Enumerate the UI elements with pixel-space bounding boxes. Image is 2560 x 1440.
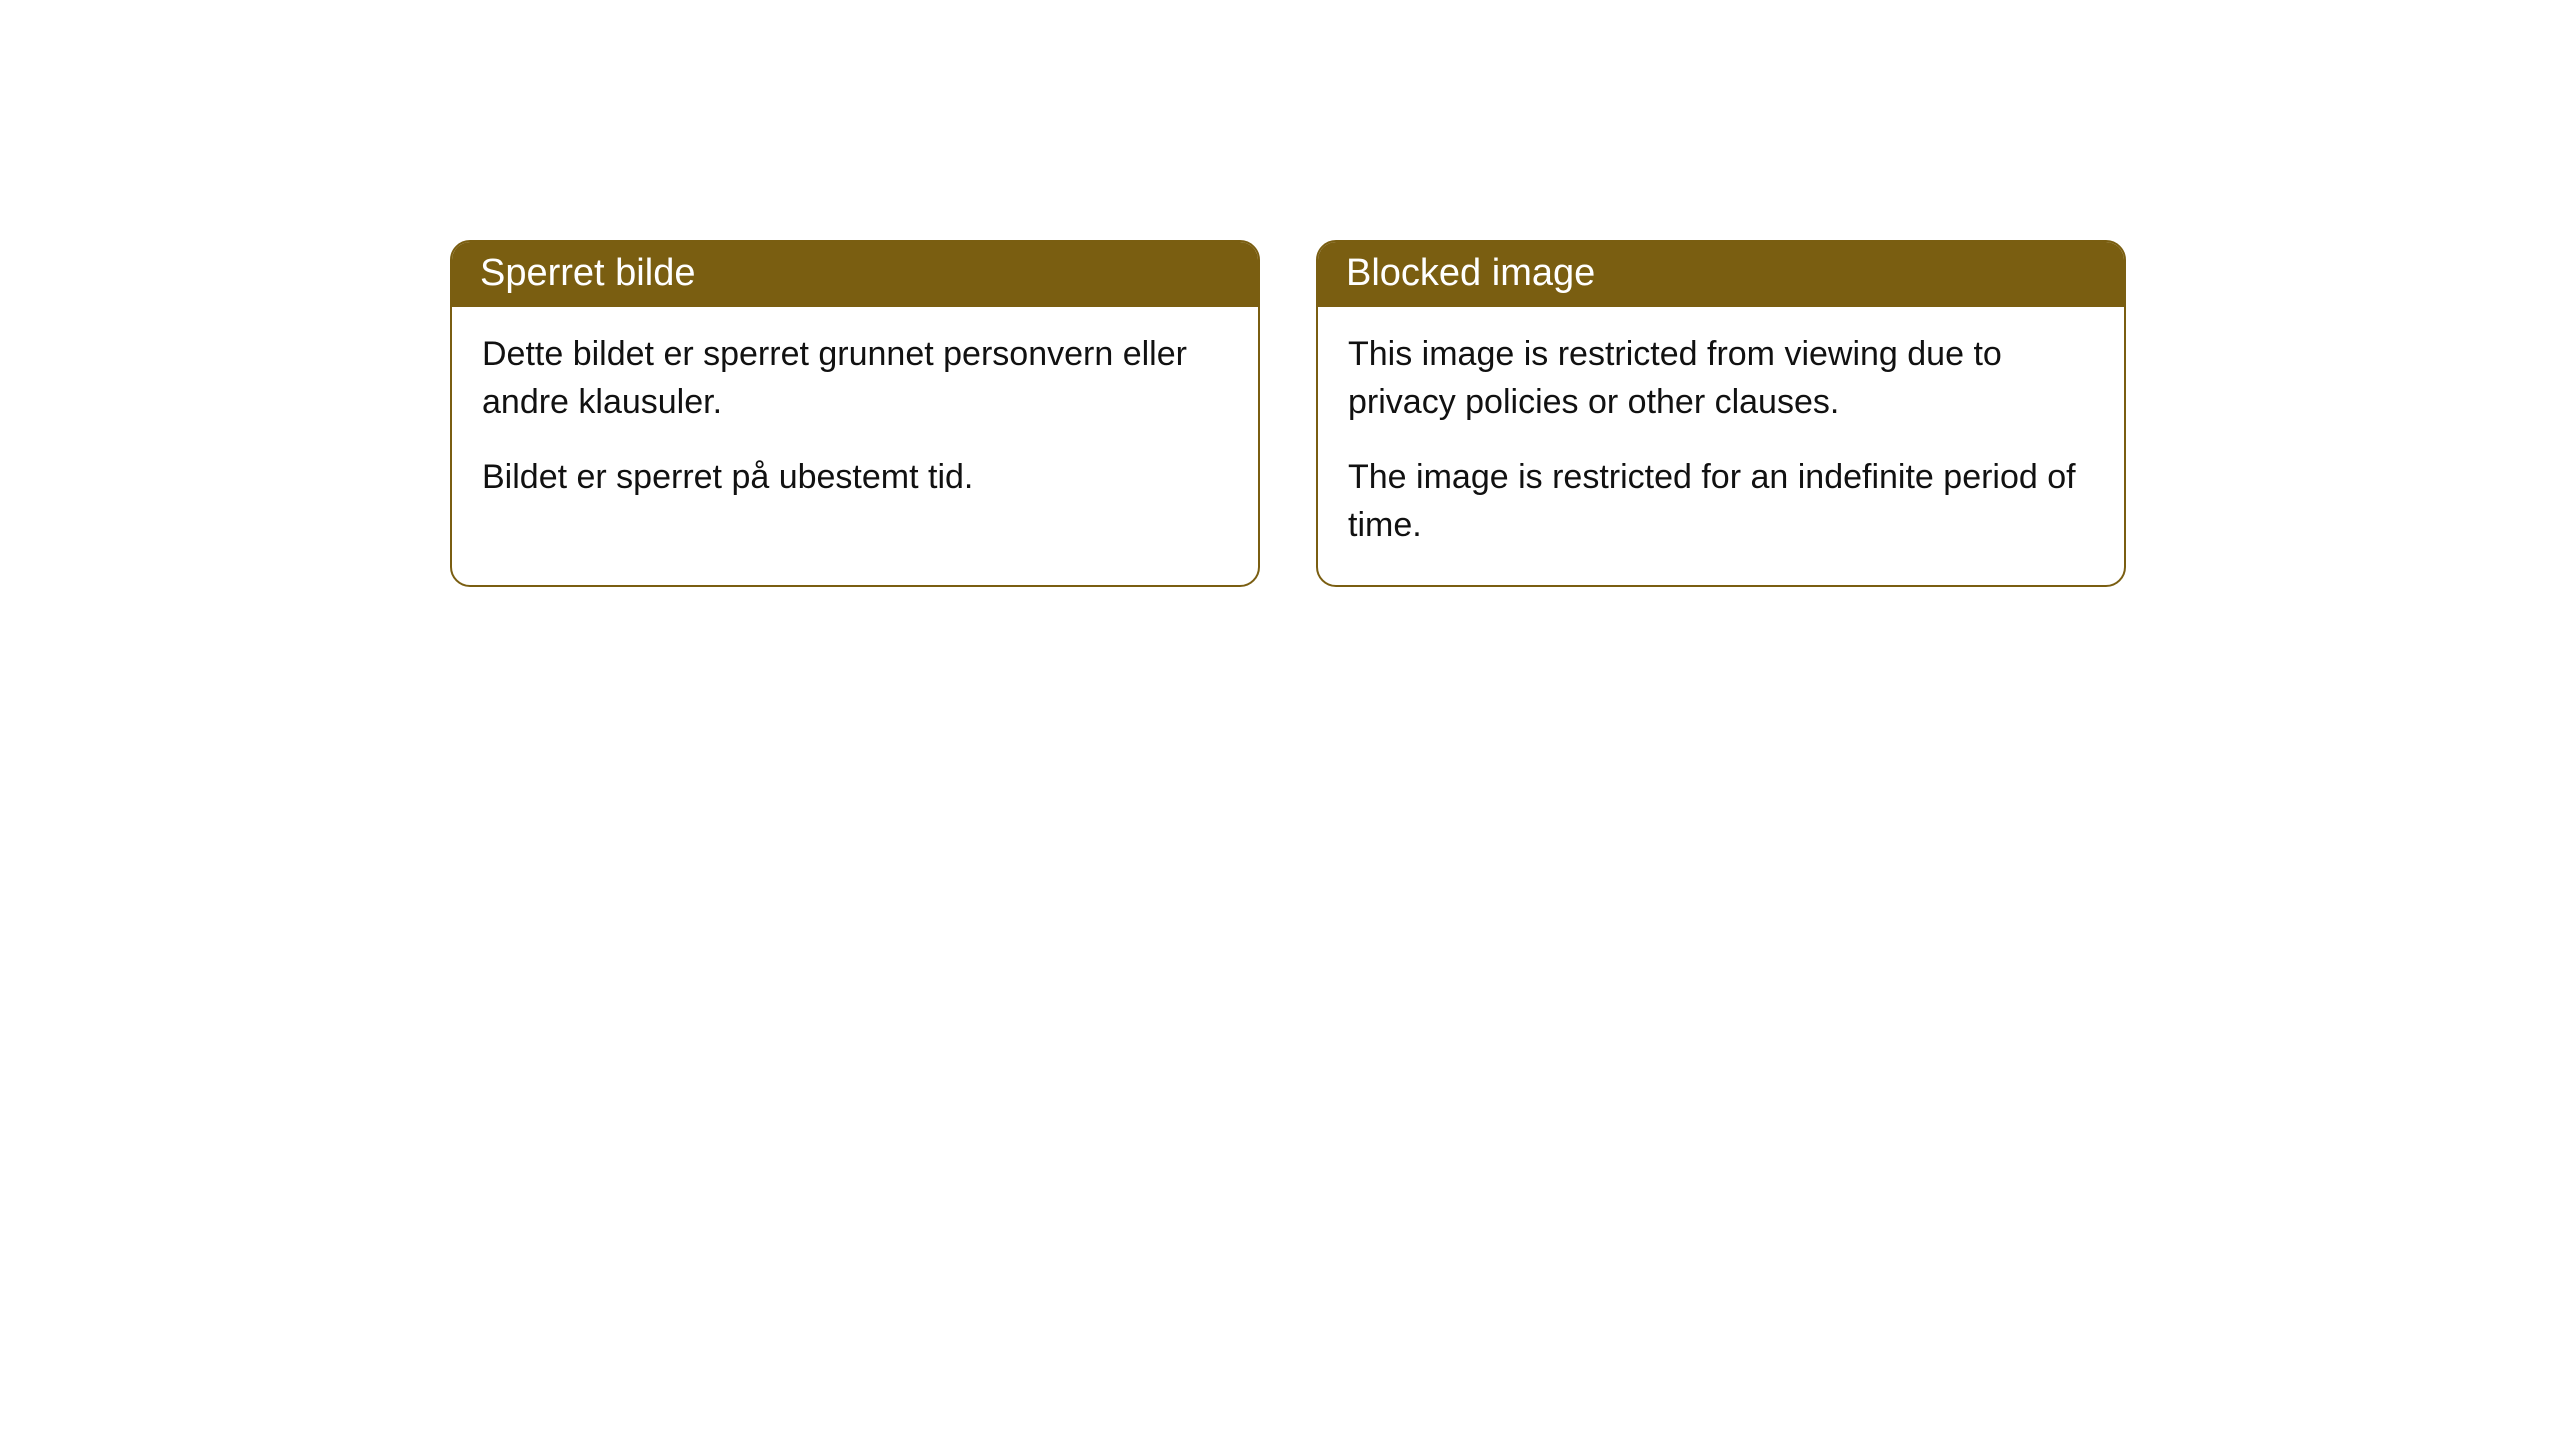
notice-card-norwegian: Sperret bilde Dette bildet er sperret gr… xyxy=(450,240,1260,587)
notice-text-english-2: The image is restricted for an indefinit… xyxy=(1348,454,2094,549)
notice-text-english-1: This image is restricted from viewing du… xyxy=(1348,331,2094,426)
notice-header-english: Blocked image xyxy=(1318,242,2124,307)
notice-card-english: Blocked image This image is restricted f… xyxy=(1316,240,2126,587)
notice-container: Sperret bilde Dette bildet er sperret gr… xyxy=(0,0,2560,587)
notice-text-norwegian-1: Dette bildet er sperret grunnet personve… xyxy=(482,331,1228,426)
notice-body-english: This image is restricted from viewing du… xyxy=(1318,307,2124,585)
notice-text-norwegian-2: Bildet er sperret på ubestemt tid. xyxy=(482,454,1228,502)
notice-header-norwegian: Sperret bilde xyxy=(452,242,1258,307)
notice-body-norwegian: Dette bildet er sperret grunnet personve… xyxy=(452,307,1258,538)
